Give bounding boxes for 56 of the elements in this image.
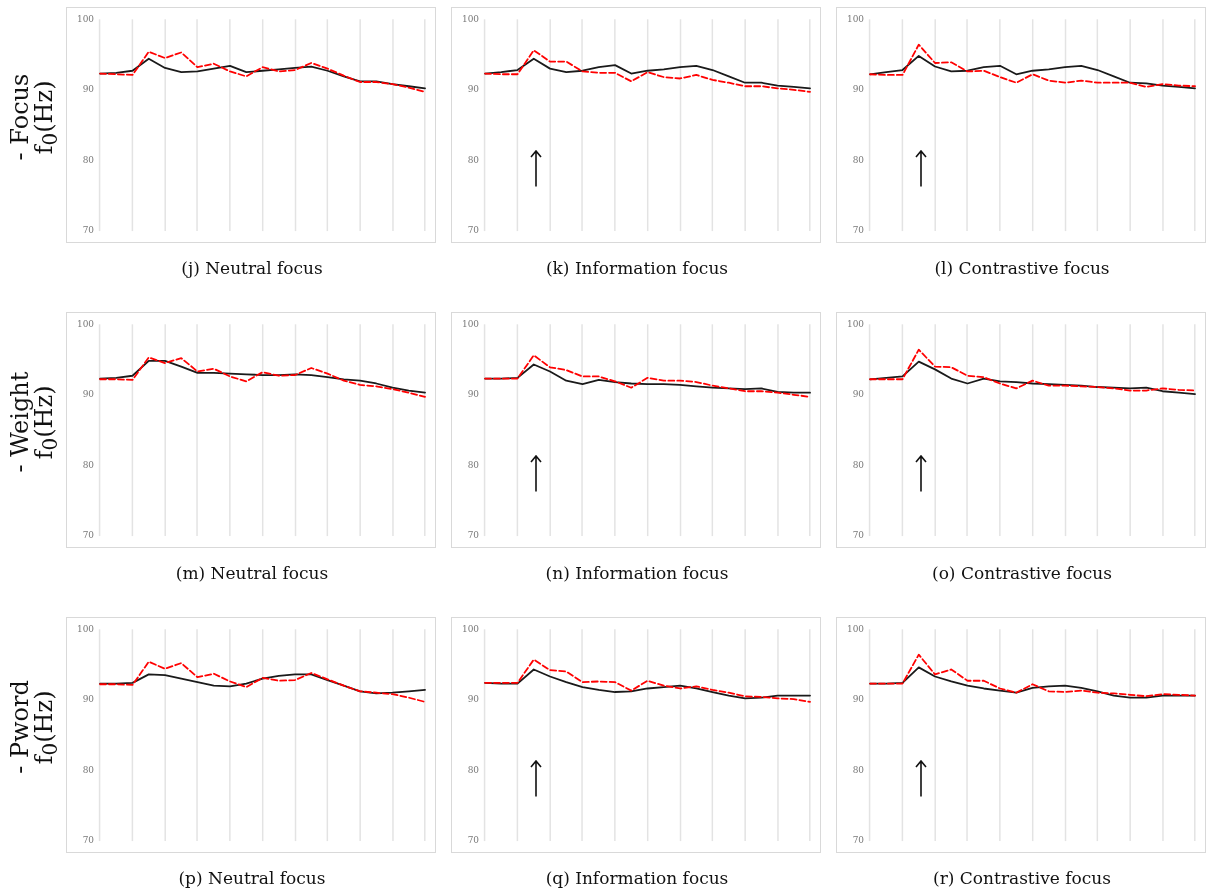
y-tick-label: 70 xyxy=(467,530,480,541)
y-tick-label: 100 xyxy=(461,13,480,24)
y-tick-label: 100 xyxy=(76,13,95,24)
y-tick-label: 70 xyxy=(852,225,865,236)
text: (q) Information focus xyxy=(544,868,730,888)
y-tick-label: 100 xyxy=(76,623,95,634)
y-tick-label: 90 xyxy=(82,84,95,95)
text: - Focus xyxy=(5,73,34,161)
line-series xyxy=(484,49,811,93)
text: (l) Contrastive focus xyxy=(933,258,1111,278)
y-tick-label: 70 xyxy=(467,225,480,236)
y-tick-label: 90 xyxy=(467,389,480,400)
y-tick-label: 80 xyxy=(467,459,480,470)
text: (n) Information focus xyxy=(544,563,730,583)
y-tick-label: 100 xyxy=(846,318,865,329)
y-tick-label: 80 xyxy=(852,764,865,775)
text: (k) Information focus xyxy=(544,258,730,278)
y-tick-label: 100 xyxy=(846,623,865,634)
text: (r) Contrastive focus xyxy=(932,868,1112,888)
y-tick-label: 100 xyxy=(846,13,865,24)
line-series xyxy=(484,354,811,398)
line-series xyxy=(869,653,1196,698)
line-series xyxy=(99,660,426,703)
text: (j) Neutral focus xyxy=(180,258,324,278)
line-series xyxy=(869,43,1196,88)
line-series xyxy=(99,50,426,93)
y-tick-label: 70 xyxy=(82,835,95,846)
y-tick-label: 70 xyxy=(467,835,480,846)
y-tick-label: 80 xyxy=(82,459,95,470)
y-tick-label: 70 xyxy=(852,530,865,541)
line-series xyxy=(484,658,811,703)
y-tick-label: 70 xyxy=(82,225,95,236)
y-tick-label: 90 xyxy=(852,389,865,400)
line-series xyxy=(869,348,1196,392)
y-tick-label: 90 xyxy=(467,694,480,705)
y-tick-label: 100 xyxy=(461,318,480,329)
y-tick-label: 70 xyxy=(852,835,865,846)
y-tick-label: 80 xyxy=(467,764,480,775)
text: - Pword xyxy=(5,680,34,774)
y-tick-label: 70 xyxy=(82,530,95,541)
y-tick-label: 100 xyxy=(461,623,480,634)
y-tick-label: 90 xyxy=(82,694,95,705)
text: - Weight xyxy=(5,371,34,473)
y-tick-label: 90 xyxy=(82,389,95,400)
y-tick-label: 80 xyxy=(82,154,95,165)
text: (m) Neutral focus xyxy=(174,563,330,583)
y-tick-label: 80 xyxy=(467,154,480,165)
y-tick-label: 90 xyxy=(852,694,865,705)
y-tick-label: 90 xyxy=(852,84,865,95)
y-tick-label: 80 xyxy=(852,459,865,470)
y-tick-label: 80 xyxy=(82,764,95,775)
y-tick-label: 80 xyxy=(852,154,865,165)
text: (p) Neutral focus xyxy=(177,868,327,888)
y-tick-label: 90 xyxy=(467,84,480,95)
text: (o) Contrastive focus xyxy=(931,563,1113,583)
y-tick-label: 100 xyxy=(76,318,95,329)
